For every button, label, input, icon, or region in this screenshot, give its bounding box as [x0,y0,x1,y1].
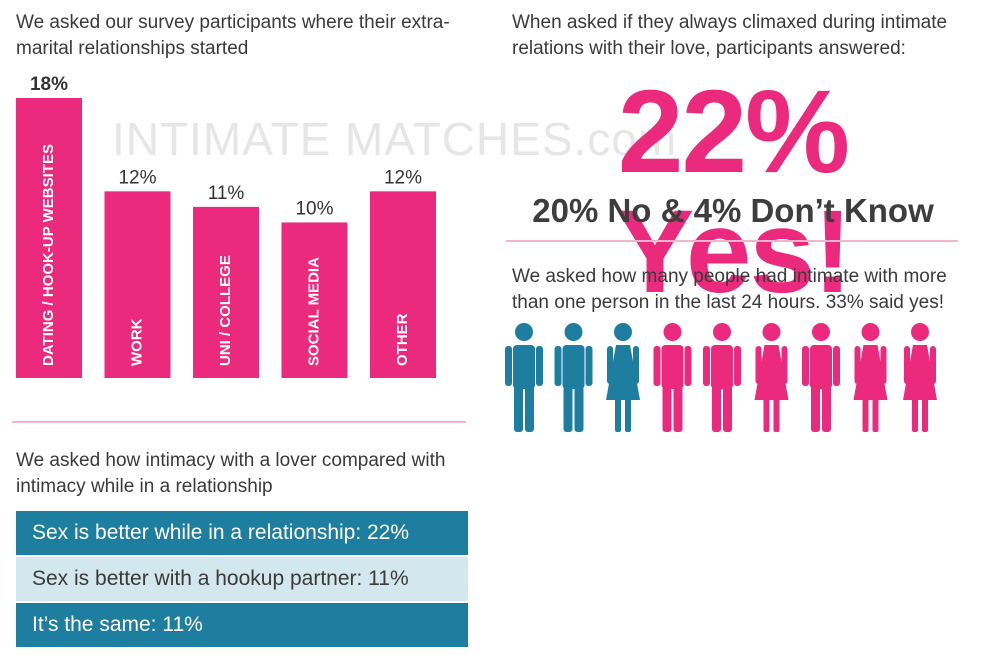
bar-5 [370,191,436,378]
bar-value-label: 10% [295,198,333,219]
comparison-intro: We asked how intimacy with a lover compa… [16,450,446,497]
watermark: INTIMATE MATCHES.com [112,113,678,165]
comparison-row-same: It’s the same: 11% [16,603,468,647]
bar-category-label: UNI / COLLEGE [217,255,234,366]
partners-intro: We asked how many people had intimate wi… [512,266,947,313]
female-figure-icon [754,323,789,432]
bar-1 [16,98,82,378]
male-figure-icon [554,323,593,432]
bar-4 [281,222,348,378]
right-divider [506,240,958,242]
bar-chart: 18% DATING / HOOK-UP WEBSITES 12% WORK 11% UN… [16,74,436,378]
bar-value-label: 11% [208,183,245,204]
left-divider [12,421,466,423]
bar-value-label: 12% [118,167,156,188]
bar-chart-intro: We asked our survey participants where t… [16,12,450,59]
people-pictogram [505,323,937,432]
male-figure-icon [802,323,840,432]
bar-3 [193,206,259,378]
female-figure-icon [606,323,640,432]
climax-headline: 22% Yes! [615,66,853,318]
climax-intro: When asked if they always climaxed durin… [512,12,948,59]
climax-subline: 20% No & 4% Don’t Know [532,192,934,229]
comparison-row-hookup: Sex is better with a hookup partner: 11% [16,557,468,601]
bar-2 [104,191,171,378]
bar-category-label: SOCIAL MEDIA [305,257,322,366]
bar-category-label: OTHER [394,313,411,366]
bar-value-label: 18% [30,74,68,95]
comparison-row-relationship: Sex is better while in a relationship: 2… [16,511,468,555]
male-figure-icon [703,323,741,432]
bar-category-label: WORK [128,318,145,366]
female-figure-icon [903,323,937,432]
female-figure-icon [853,323,888,432]
male-figure-icon [653,323,692,432]
bar-value-label: 12% [384,167,422,188]
male-figure-icon [505,323,543,432]
bar-category-label: DATING / HOOK-UP WEBSITES [40,144,57,366]
